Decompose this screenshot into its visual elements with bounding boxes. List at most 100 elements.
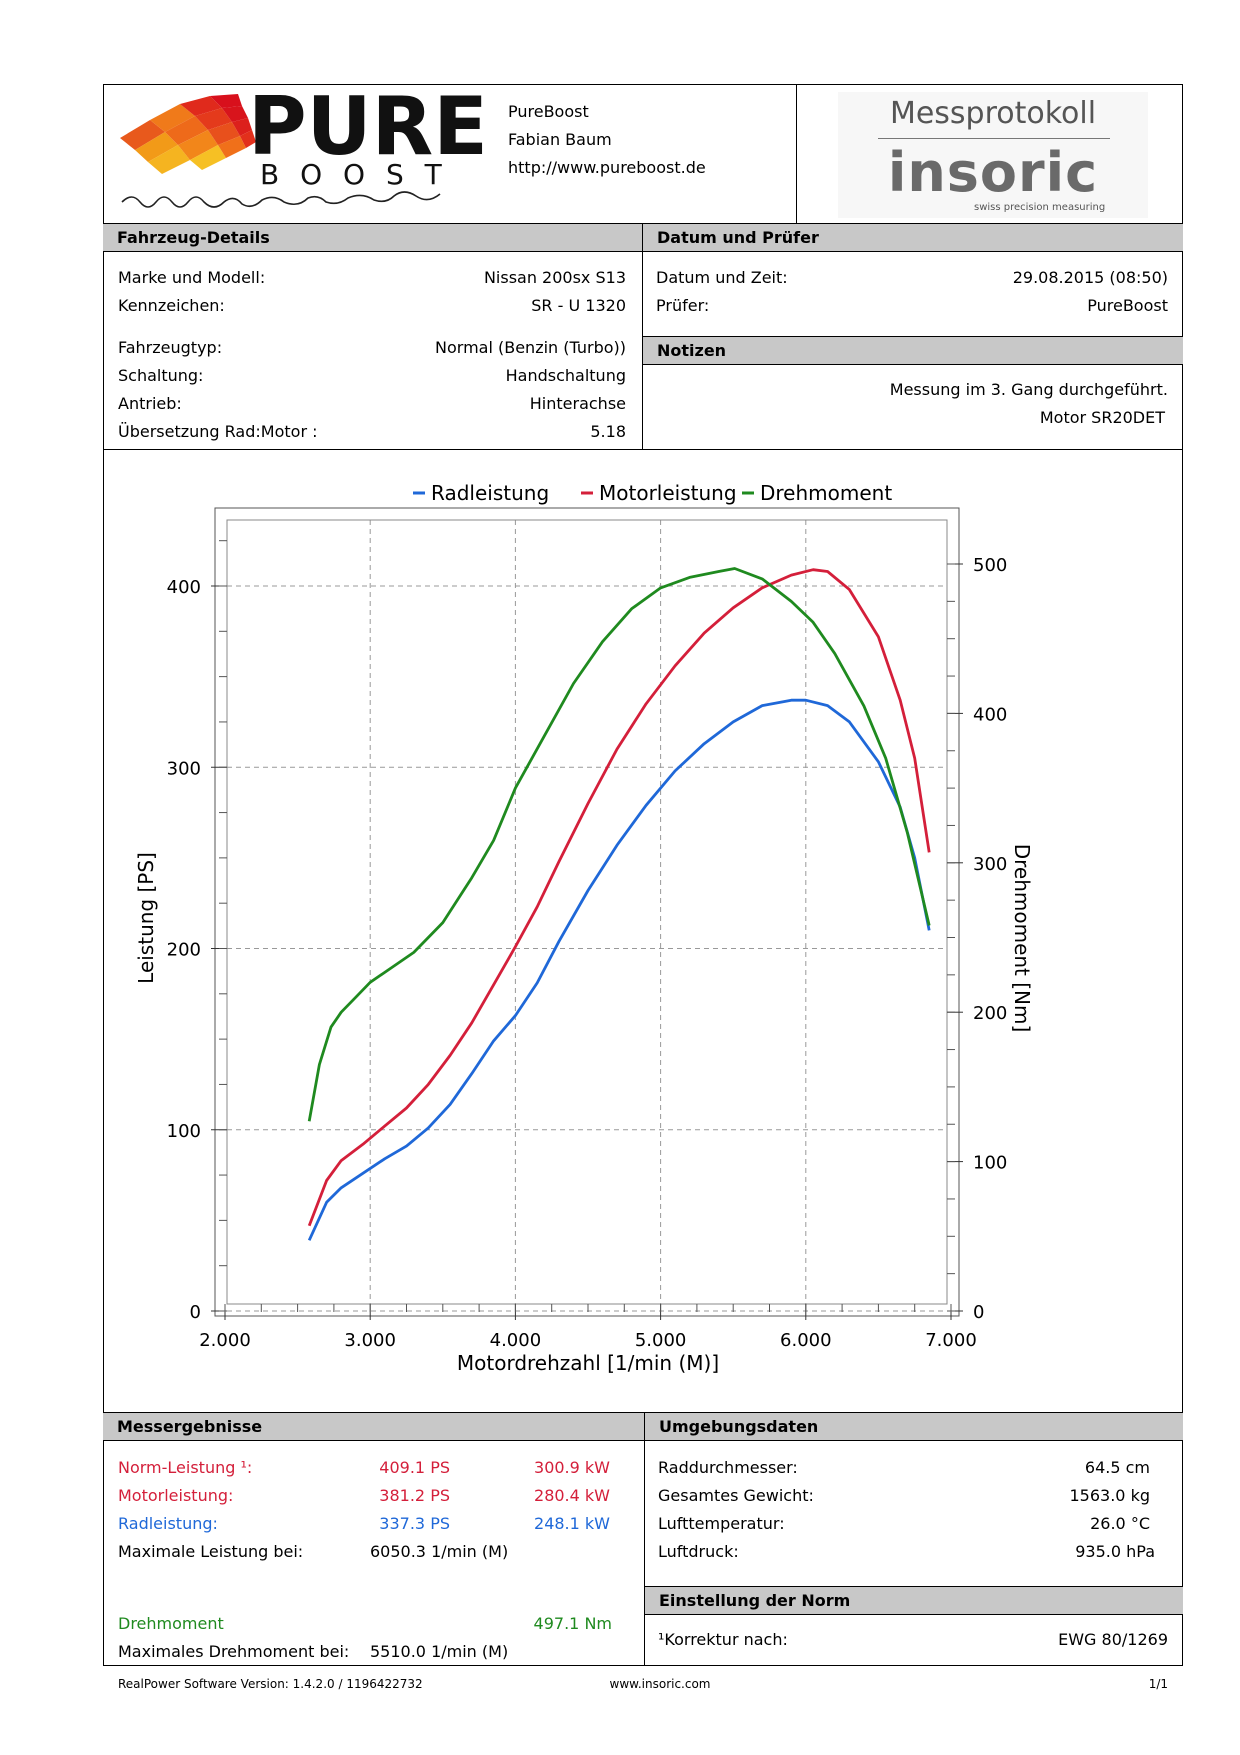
power-torque-chart: Radleistung Motorleistung Drehmoment 2.000… — [134, 481, 1034, 1375]
legend-label-motorleistung: Motorleistung — [599, 481, 737, 505]
plot-frame — [214, 507, 960, 1317]
y2-tick-label: 100 — [973, 1153, 1007, 1174]
date-value-0: 29.08.2015 (08:50) — [1012, 268, 1168, 287]
result-label-2: Radleistung: — [118, 1514, 218, 1533]
y2-tick-label: 400 — [973, 704, 1007, 725]
vehicle-value-1: SR - U 1320 — [531, 296, 626, 315]
insoric-logo: Messprotokoll insoric swiss precision me… — [838, 92, 1148, 218]
footer-website[interactable]: www.insoric.com — [609, 1677, 711, 1691]
y-tick-label: 300 — [167, 758, 201, 779]
chart-series — [307, 567, 931, 1241]
norm-value: EWG 80/1269 — [1058, 1630, 1168, 1649]
brand-name: insoric — [887, 141, 1099, 204]
chart-top-divider — [103, 449, 1183, 450]
env-label-1: Gesamtes Gewicht: — [658, 1486, 814, 1505]
max-power-label: Maximale Leistung bei: — [118, 1542, 304, 1561]
result-kw-2: 248.1 kW — [534, 1514, 610, 1533]
env-label-3: Luftdruck: — [658, 1542, 739, 1561]
x-tick-label: 4.000 — [490, 1330, 542, 1351]
y2-tick-label: 200 — [973, 1003, 1007, 1024]
env-value-0: 64.5 cm — [1084, 1458, 1150, 1477]
company-person: Fabian Baum — [508, 130, 612, 149]
vehicle-label-0: Marke und Modell: — [118, 268, 266, 287]
x-axis-label: Motordrehzahl [1/min (M)] — [457, 1351, 719, 1375]
vehicle-label-4: Antrieb: — [118, 394, 182, 413]
logo-sub: B O O S T — [260, 158, 448, 191]
vehicle-section-title: Fahrzeug-Details — [103, 223, 642, 252]
notes-section-title: Notizen — [643, 336, 1183, 365]
protocol-underline — [878, 138, 1110, 139]
logo-word: PURE — [248, 90, 488, 173]
company-name: PureBoost — [508, 102, 589, 121]
chart-axes: 2.000 3.000 4.000 5.000 6.000 7.000 0 100 200 300… — [167, 507, 1007, 1351]
legend-label-drehmoment: Drehmoment — [760, 481, 892, 505]
torque-value: 497.1 Nm — [533, 1614, 612, 1633]
date-section-title: Datum und Prüfer — [642, 223, 1183, 252]
y-tick-label: 200 — [167, 940, 201, 961]
y2-tick-label: 0 — [973, 1302, 984, 1323]
y2-tick-label: 300 — [973, 854, 1007, 875]
y-tick-label: 0 — [190, 1302, 201, 1323]
env-label-2: Lufttemperatur: — [658, 1514, 785, 1533]
env-label-0: Raddurchmesser: — [658, 1458, 798, 1477]
protocol-title: Messprotokoll — [889, 96, 1097, 131]
vehicle-value-2: Normal (Benzin (Turbo)) — [435, 338, 626, 357]
notes-line-1: Motor SR20DET — [1039, 408, 1165, 427]
notes-line-0: Messung im 3. Gang durchgeführt. — [889, 380, 1168, 399]
vehicle-value-4: Hinterachse — [529, 394, 626, 413]
vehicle-value-0: Nissan 200sx S13 — [483, 268, 626, 287]
header-divider — [796, 84, 797, 224]
result-kw-1: 280.4 kW — [534, 1486, 610, 1505]
date-value-1: PureBoost — [1087, 296, 1168, 315]
vehicle-label-1: Kennzeichen: — [118, 296, 225, 315]
env-value-2: 26.0 °C — [1090, 1514, 1150, 1533]
vehicle-label-3: Schaltung: — [118, 366, 204, 385]
x-tick-label: 2.000 — [199, 1330, 251, 1351]
vehicle-label-5: Übersetzung Rad:Motor : — [118, 422, 318, 441]
result-ps-1: 381.2 PS — [379, 1486, 450, 1505]
vehicle-value-3: Handschaltung — [505, 366, 626, 385]
y2-axis-label: Drehmoment [Nm] — [1010, 844, 1034, 1033]
y-tick-label: 400 — [167, 577, 201, 598]
legend-label-radleistung: Radleistung — [431, 481, 549, 505]
x-tick-label: 7.000 — [925, 1330, 977, 1351]
result-label-0: Norm-Leistung ¹: — [118, 1458, 253, 1477]
env-value-1: 1563.0 kg — [1069, 1486, 1151, 1505]
date-label-1: Prüfer: — [656, 296, 710, 315]
env-value-3: 935.0 hPa — [1075, 1542, 1155, 1561]
chart-legend: Radleistung Motorleistung Drehmoment — [413, 481, 892, 505]
footer-page: 1/1 — [1148, 1677, 1168, 1691]
norm-section-title: Einstellung der Norm — [645, 1586, 1183, 1615]
result-ps-2: 337.3 PS — [379, 1514, 450, 1533]
date-label-0: Datum und Zeit: — [656, 268, 788, 287]
top-divider — [642, 223, 643, 449]
max-torque-value: 5510.0 1/min (M) — [370, 1642, 509, 1661]
series-line-drehmoment — [307, 567, 931, 1122]
vehicle-label-2: Fahrzeugtyp: — [118, 338, 223, 357]
result-label-1: Motorleistung: — [118, 1486, 234, 1505]
result-kw-0: 300.9 kW — [534, 1458, 610, 1477]
plot-inner-frame — [226, 519, 948, 1305]
environment-section-title: Umgebungsdaten — [644, 1412, 1183, 1441]
pureboost-logo-mark: PURE B O O S T — [120, 80, 488, 208]
chart-grid — [227, 520, 947, 1312]
result-ps-0: 409.1 PS — [379, 1458, 450, 1477]
y-tick-label: 100 — [167, 1121, 201, 1142]
max-torque-label: Maximales Drehmoment bei: — [118, 1642, 350, 1661]
y2-tick-label: 500 — [973, 555, 1007, 576]
y-axis-label: Leistung [PS] — [134, 852, 158, 984]
company-info: PureBoost Fabian Baum http://www.pureboo… — [508, 98, 706, 182]
results-section-title: Messergebnisse — [103, 1412, 644, 1441]
brand-tagline: swiss precision measuring — [974, 202, 1106, 213]
x-tick-label: 3.000 — [344, 1330, 396, 1351]
report-frame — [103, 84, 1183, 1666]
x-tick-label: 6.000 — [780, 1330, 832, 1351]
torque-label: Drehmoment — [118, 1614, 224, 1633]
series-line-radleistung — [307, 698, 931, 1241]
norm-label: ¹Korrektur nach: — [658, 1630, 788, 1649]
vehicle-value-5: 5.18 — [590, 422, 626, 441]
pureboost-logo: PURE B O O S T — [110, 80, 490, 220]
series-line-motorleistung — [307, 568, 931, 1227]
company-website[interactable]: http://www.pureboost.de — [508, 158, 706, 177]
max-power-value: 6050.3 1/min (M) — [370, 1542, 509, 1561]
